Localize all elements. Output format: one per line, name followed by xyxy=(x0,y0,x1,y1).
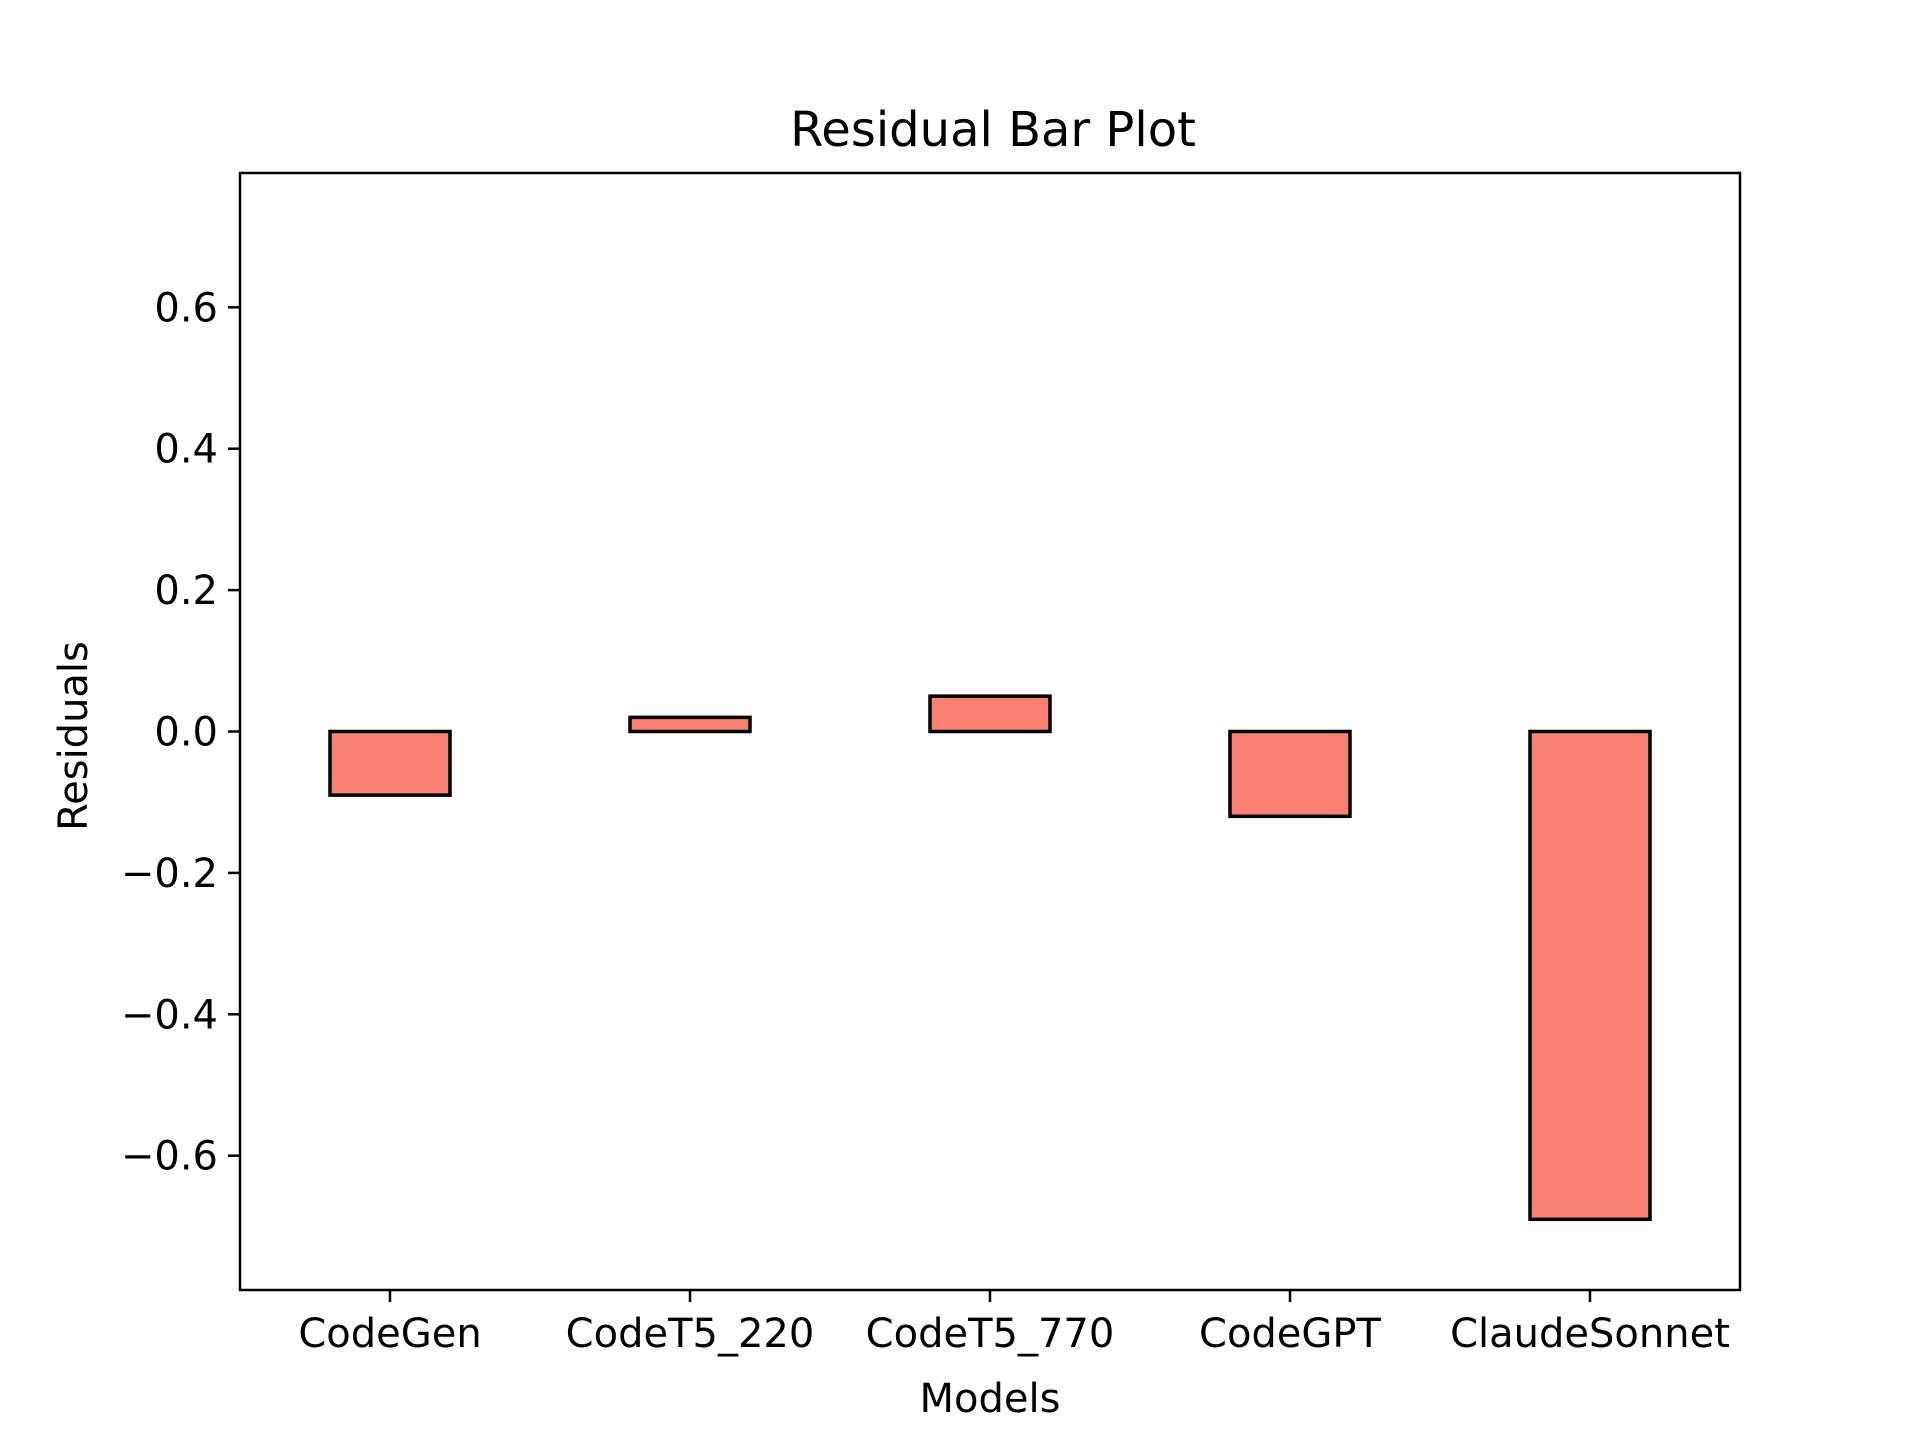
y-tick-label: 0.2 xyxy=(154,568,218,614)
y-tick-label: 0.6 xyxy=(154,285,218,331)
y-tick-label: 0.4 xyxy=(154,427,218,473)
y-tick-label: −0.2 xyxy=(121,851,218,897)
y-axis-label: Residuals xyxy=(51,641,97,831)
x-tick-label: CodeGPT xyxy=(1199,1311,1382,1357)
x-axis: CodeGen CodeT5_220 CodeT5_770 CodeGPT Claude… xyxy=(298,1290,1730,1357)
bar-codet5-220 xyxy=(628,715,752,734)
x-tick-label: ClaudeSonnet xyxy=(1450,1311,1730,1357)
bar-claudesonnet xyxy=(1528,729,1652,1222)
y-tick-label: −0.4 xyxy=(121,992,218,1038)
x-tick-label: CodeT5_770 xyxy=(866,1311,1115,1357)
bar-codegpt xyxy=(1228,729,1352,819)
x-axis-label: Models xyxy=(920,1376,1061,1422)
chart-title: Residual Bar Plot xyxy=(790,102,1196,158)
bar-codegen xyxy=(328,729,452,797)
bar-codet5-770 xyxy=(928,694,1052,734)
x-tick-label: CodeT5_220 xyxy=(566,1311,815,1357)
y-axis: −0.6 −0.4 −0.2 0.0 0.2 0.4 0.6 xyxy=(121,285,240,1180)
bars-layer xyxy=(328,694,1652,1222)
y-tick-label: −0.6 xyxy=(121,1134,218,1180)
x-tick-label: CodeGen xyxy=(298,1311,481,1357)
y-tick-label: 0.0 xyxy=(154,710,218,756)
